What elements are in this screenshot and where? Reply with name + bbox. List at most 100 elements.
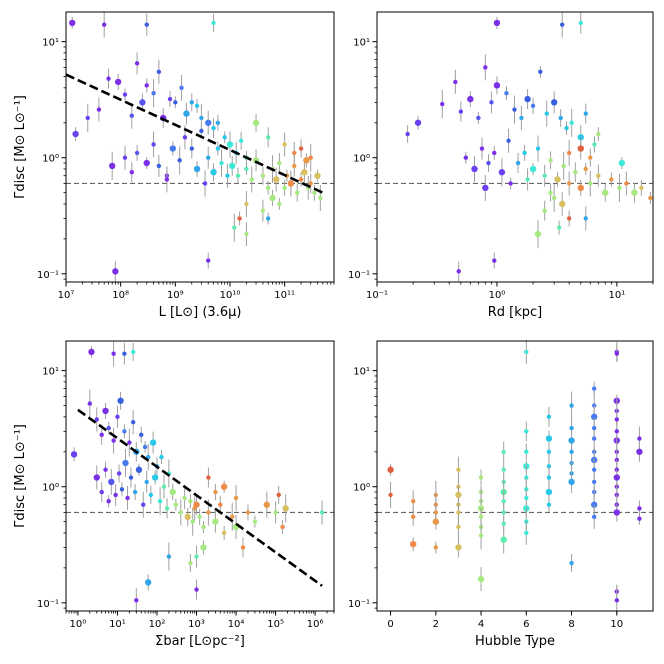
data-point [169, 145, 177, 152]
y-tick-label: 10⁰ [42, 483, 59, 494]
plot-frame [65, 340, 335, 612]
x-tick-label: 10 [610, 619, 623, 630]
data-point [282, 142, 287, 147]
data-point [148, 492, 154, 498]
data-point [222, 135, 227, 140]
data-point [405, 131, 410, 137]
data-point [592, 142, 597, 147]
data-point [591, 436, 597, 441]
x-tick-label: 0 [387, 619, 393, 630]
data-point [568, 437, 575, 444]
data-point [215, 120, 221, 125]
data-point [410, 514, 416, 520]
data-point [613, 474, 621, 481]
data-point [122, 459, 129, 467]
data-point [566, 181, 572, 186]
data-point [238, 138, 244, 143]
x-tick-label: 10⁶ [307, 619, 324, 630]
data-point [125, 495, 130, 501]
data-point [132, 489, 138, 495]
data-point [453, 79, 458, 85]
data-point [566, 216, 572, 221]
x-tick-label: 10¹⁰ [220, 290, 241, 301]
data-point [206, 510, 211, 515]
data-point [560, 22, 565, 27]
data-point [298, 146, 304, 151]
data-point [573, 170, 578, 175]
data-point [220, 483, 228, 490]
data-point [477, 575, 485, 583]
data-point [501, 449, 506, 454]
data-point [492, 258, 497, 263]
data-point [277, 160, 282, 166]
data-point [85, 115, 90, 121]
data-point [292, 163, 297, 169]
data-point [260, 208, 266, 213]
data-point [295, 190, 300, 195]
data-point [410, 499, 416, 504]
data-point [130, 419, 136, 425]
data-point [636, 448, 643, 455]
data-point [282, 185, 287, 191]
data-point [122, 429, 127, 434]
y-tick-label: 10⁻¹ [348, 599, 370, 610]
data-point [591, 514, 597, 520]
data-point [479, 146, 485, 151]
data-point [184, 513, 191, 521]
data-point [588, 155, 593, 160]
data-point [569, 425, 574, 431]
y-axis-label: Γdisc [M⊙ L⊙⁻¹] [13, 424, 28, 528]
y-tick-label: 10¹ [42, 367, 59, 378]
y-tick-label: 10¹ [353, 38, 370, 49]
x-tick-label: 10³ [188, 619, 205, 630]
data-point [144, 83, 149, 88]
data-point [548, 158, 553, 163]
data-point [504, 90, 509, 96]
data-point [561, 163, 566, 169]
data-point [614, 429, 620, 434]
data-point [456, 269, 461, 274]
y-tick-label: 10⁰ [353, 483, 370, 494]
data-point [542, 173, 547, 178]
data-point [637, 506, 642, 511]
data-point [244, 201, 249, 207]
data-point [282, 505, 289, 512]
data-point [199, 115, 204, 121]
data-point [116, 471, 122, 476]
data-point [273, 510, 278, 515]
data-point [483, 65, 488, 70]
y-axis-label: Γdisc [M⊙ L⊙⁻¹] [13, 95, 28, 199]
data-point [545, 435, 553, 442]
data-point [206, 475, 211, 480]
data-point [156, 163, 162, 169]
data-point [591, 467, 597, 472]
x-tick-label: 10¹ [609, 290, 626, 301]
data-point [546, 464, 552, 469]
data-point [99, 432, 104, 438]
data-point [298, 177, 304, 182]
x-tick-label: 4 [478, 619, 484, 630]
data-point [308, 181, 313, 186]
data-point [194, 554, 199, 559]
data-point [197, 514, 202, 520]
data-point [456, 467, 461, 472]
data-point [631, 189, 638, 196]
data-point [564, 125, 569, 131]
data-point [108, 162, 116, 170]
data-point [272, 176, 280, 183]
data-point [199, 128, 204, 134]
data-point [102, 22, 107, 27]
data-point [467, 95, 474, 103]
data-point [96, 107, 102, 112]
x-axis-label: Hubble Type [475, 634, 555, 649]
plot-frame [376, 11, 654, 283]
data-point [200, 544, 207, 551]
data-point [127, 440, 132, 445]
data-point [139, 99, 146, 106]
x-tick-label: 2 [433, 619, 439, 630]
data-point [489, 100, 494, 105]
data-point [212, 518, 219, 525]
data-point [577, 184, 584, 192]
data-point [194, 103, 200, 109]
